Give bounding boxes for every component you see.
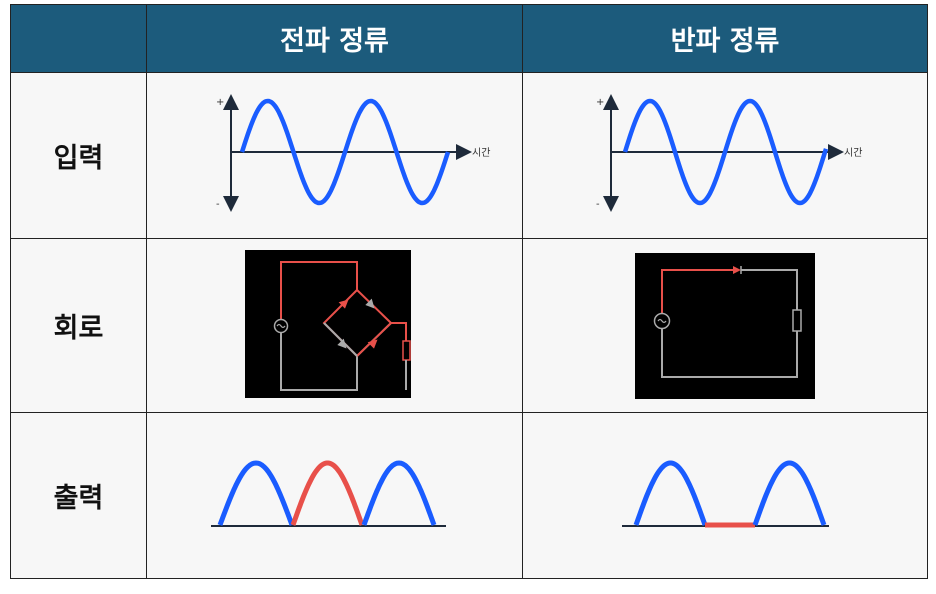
- diode-icon: [367, 339, 378, 349]
- sine-wave: [239, 98, 451, 206]
- minus-label: -: [216, 199, 220, 210]
- header-half-wave: 반파 정류: [522, 4, 928, 73]
- diode-icon: [337, 338, 347, 349]
- output-hump: [752, 460, 827, 526]
- output-hump-inverted: [290, 460, 365, 526]
- half-output-graph: [622, 460, 829, 528]
- output-hump: [217, 460, 295, 526]
- output-hump: [633, 460, 708, 526]
- diode-icon: [365, 298, 375, 309]
- ac-source-icon: [653, 312, 671, 330]
- diode-icon: [733, 266, 741, 274]
- diode-icon: [338, 299, 349, 309]
- cell-half-output: [522, 412, 928, 579]
- half-input-graph: + - 시간: [596, 94, 862, 212]
- full-output-graph: [211, 460, 446, 527]
- full-input-graph: + - 시간: [216, 94, 490, 212]
- half-wave-circuit: [635, 253, 815, 399]
- minus-label: -: [596, 199, 600, 210]
- sine-wave: [622, 98, 829, 206]
- cell-full-output: [146, 412, 523, 579]
- header-corner: [10, 4, 147, 73]
- row-label-output: 출력: [10, 412, 147, 579]
- plus-label: +: [216, 97, 224, 108]
- time-label: 시간: [844, 147, 862, 159]
- plus-label: +: [596, 97, 604, 108]
- ac-source-icon: [273, 318, 289, 334]
- bridge-rectifier-circuit: [245, 250, 411, 398]
- output-hump: [361, 460, 437, 526]
- time-label: 시간: [472, 147, 490, 159]
- header-full-wave: 전파 정류: [146, 4, 523, 73]
